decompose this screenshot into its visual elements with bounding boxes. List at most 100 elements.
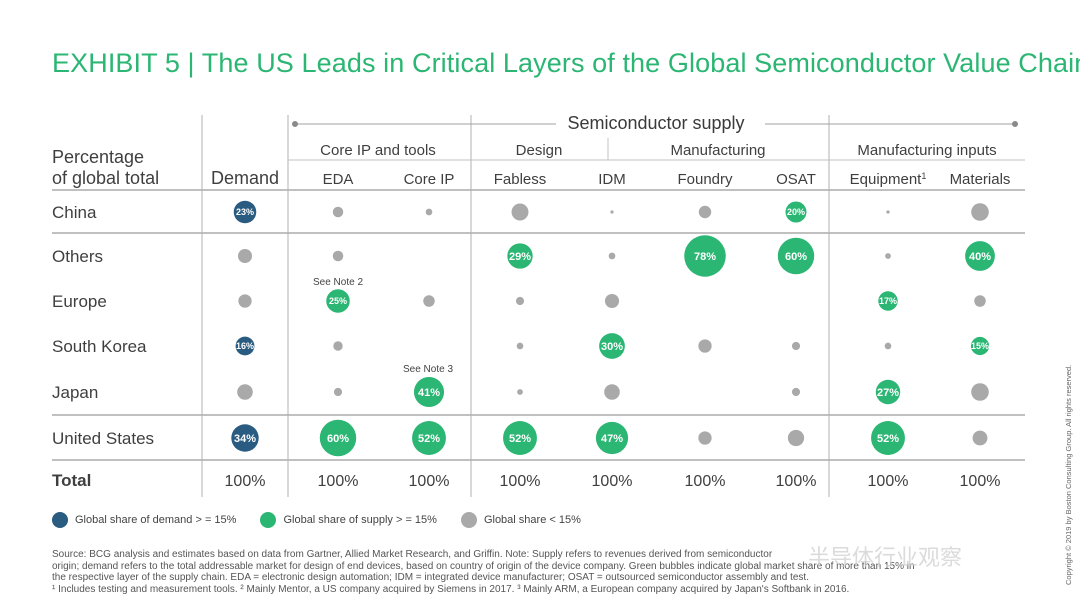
bubble-label: 60% <box>327 433 349 445</box>
copyright-text: Copyright © 2019 by Boston Consulting Gr… <box>1064 364 1073 585</box>
bubble <box>698 431 712 445</box>
bubble <box>412 421 446 455</box>
bubble <box>231 424 259 452</box>
legend-swatch-low <box>460 512 477 528</box>
bubble <box>785 201 807 223</box>
row-label: Japan <box>52 383 98 402</box>
bubble <box>515 296 525 306</box>
total-value: 100% <box>409 473 450 490</box>
row-label: Europe <box>52 292 107 311</box>
row-label: United States <box>52 429 154 448</box>
note-label: See Note 3 <box>403 364 453 375</box>
supply-header: Semiconductor supply <box>567 113 744 133</box>
bubble <box>332 250 344 262</box>
demand-header: Demand <box>211 168 279 188</box>
total-value: 100% <box>960 473 1001 490</box>
bubble <box>511 203 529 221</box>
legend-item-supply: Global share of supply > = 15% <box>260 512 437 528</box>
bubble-label: 60% <box>785 251 807 263</box>
bubble <box>604 384 620 400</box>
bubble <box>698 339 712 353</box>
bubble-label: 34% <box>234 433 256 445</box>
column-header-superscript: 1 <box>921 171 926 181</box>
bubble <box>326 289 350 313</box>
bubble <box>425 208 433 216</box>
bubble-label: 25% <box>329 296 347 306</box>
bubble <box>333 341 343 351</box>
bubble <box>333 387 343 397</box>
bubble <box>971 383 989 401</box>
bubble-label: 30% <box>601 341 623 353</box>
column-header: Core IP <box>404 171 455 188</box>
bubble-label: 40% <box>969 251 991 263</box>
row-header-line2: of global total <box>52 168 159 188</box>
legend-label-supply: Global share of supply > = 15% <box>283 514 437 526</box>
legend-swatch-supply <box>260 512 277 528</box>
bubble <box>595 421 629 455</box>
bubble <box>871 421 905 455</box>
total-value: 100% <box>592 473 633 490</box>
bubble <box>684 235 726 277</box>
bubble-label: 15% <box>971 341 989 351</box>
note-label: See Note 2 <box>313 277 363 288</box>
column-header: Materials <box>950 171 1011 188</box>
bubble <box>235 336 255 356</box>
bubble <box>237 248 253 264</box>
bubble-label: 52% <box>877 433 899 445</box>
total-label: Total <box>52 471 91 490</box>
bubble <box>608 252 616 260</box>
bubble <box>970 336 990 356</box>
supply-bracket-end <box>292 121 298 127</box>
bubble <box>886 210 890 214</box>
bubble <box>517 389 523 395</box>
bubble-label: 23% <box>236 207 254 217</box>
bubble-label: 27% <box>877 387 899 399</box>
group-header-manufacturing-inputs: Manufacturing inputs <box>857 142 996 159</box>
bubble-label: 17% <box>879 296 897 306</box>
bubble <box>885 253 891 259</box>
row-header-line1: Percentage <box>52 147 144 167</box>
bubble <box>787 429 805 447</box>
bubble <box>974 295 986 307</box>
bubble <box>610 210 614 214</box>
bubble <box>503 421 537 455</box>
bubble <box>884 342 892 350</box>
bubble <box>791 341 801 351</box>
row-label: South Korea <box>52 337 147 356</box>
total-value: 100% <box>776 473 817 490</box>
legend-item-low: Global share < 15% <box>460 512 581 528</box>
legend-swatch-demand <box>52 512 68 528</box>
bubble <box>878 291 898 311</box>
row-label: Others <box>52 247 103 266</box>
bubble-label: 29% <box>509 251 531 263</box>
legend-label-low: Global share < 15% <box>483 514 581 526</box>
bubble <box>332 206 344 218</box>
group-header-manufacturing: Manufacturing <box>670 142 765 159</box>
supply-bracket-end <box>1012 121 1018 127</box>
bubble-label: 16% <box>236 341 254 351</box>
column-header: Fabless <box>494 171 547 188</box>
column-header: Equipment1 <box>850 171 927 188</box>
footnotes: Source: BCG analysis and estimates based… <box>52 549 972 595</box>
legend: Global share of demand > = 15% Global sh… <box>52 512 605 528</box>
bubble <box>972 430 988 446</box>
total-value: 100% <box>318 473 359 490</box>
row-label: China <box>52 203 97 222</box>
bubble <box>237 384 253 400</box>
bubble <box>233 200 257 224</box>
bubble <box>777 237 815 275</box>
legend-item-demand: Global share of demand > = 15% <box>52 512 236 528</box>
total-value: 100% <box>685 473 726 490</box>
bubble-label: 20% <box>787 207 805 217</box>
bubble <box>965 241 995 271</box>
bubble-label: 52% <box>509 433 531 445</box>
page-title: EXHIBIT 5 | The US Leads in Critical Lay… <box>52 48 1080 78</box>
bubble <box>507 243 533 269</box>
column-header: Foundry <box>677 171 733 188</box>
bubble <box>413 376 445 408</box>
bubble <box>604 293 620 309</box>
column-header: OSAT <box>776 171 816 188</box>
bubble <box>516 342 524 350</box>
column-header: EDA <box>323 171 354 188</box>
